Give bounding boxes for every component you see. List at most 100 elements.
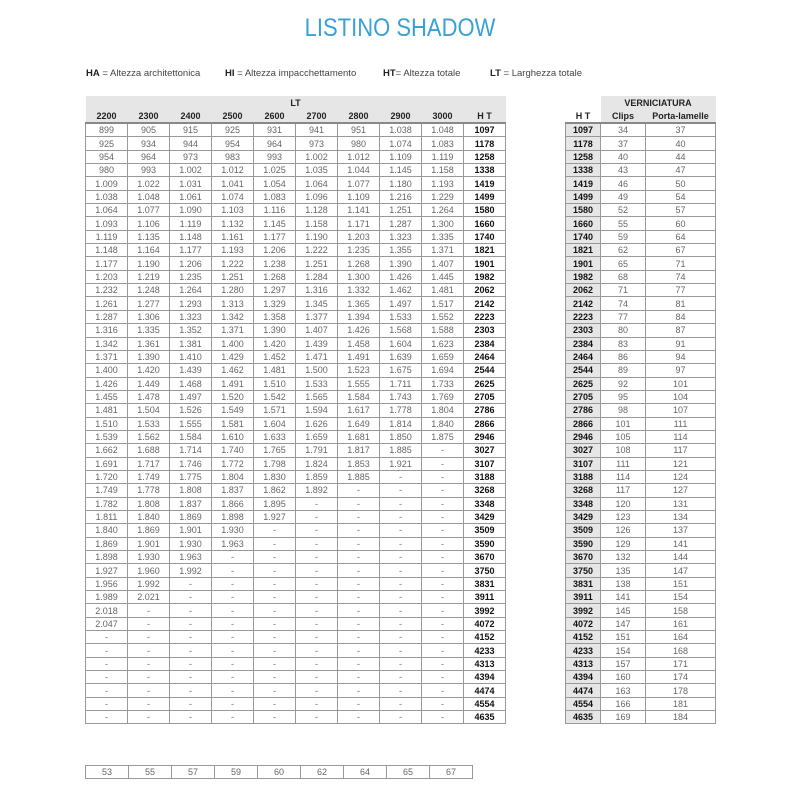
price-cell: 1.177 — [253, 229, 296, 245]
price-cell: - — [337, 670, 380, 685]
clips-cell: 65 — [600, 256, 646, 271]
price-cell: - — [127, 603, 170, 618]
table-row: 2223 77 84 — [565, 309, 716, 325]
price-cell: 1.222 — [211, 256, 254, 271]
ht-cell: 3670 — [462, 549, 507, 565]
ht-cell: 2786 — [462, 403, 507, 418]
price-cell: - — [295, 576, 338, 592]
price-cell: - — [379, 603, 422, 618]
porta-lamelle-cell: 97 — [645, 363, 716, 378]
table-row: 2062 71 77 — [565, 283, 716, 298]
table-row: 1.232 1.248 1.264 1.280 1.297 1.316 1.332 1.462… — [85, 283, 507, 298]
table-row: 3348 120 131 — [565, 496, 716, 511]
porta-lamelle-cell: 168 — [645, 643, 716, 658]
price-cell: 1.335 — [127, 323, 170, 338]
table-row: 2705 95 104 — [565, 389, 716, 405]
price-cell: - — [85, 710, 128, 725]
price-cell: - — [295, 710, 338, 725]
price-cell: - — [295, 696, 338, 712]
price-cell: 1.371 — [85, 349, 128, 365]
price-cell: 1.002 — [169, 163, 212, 178]
price-cell: - — [337, 523, 380, 538]
price-cell: - — [337, 683, 380, 698]
ht-cell: 2946 — [565, 429, 601, 445]
ht-cell: 2866 — [565, 416, 601, 431]
column-header: 2400 — [169, 109, 212, 123]
price-cell: - — [253, 683, 296, 698]
clips-cell: 55 — [600, 216, 646, 231]
ht-cell: 3831 — [462, 576, 507, 592]
price-cell: 1.458 — [337, 336, 380, 351]
price-cell: - — [421, 696, 464, 712]
price-cell: - — [337, 509, 380, 525]
price-cell: 1.452 — [253, 349, 296, 365]
price-cell: 993 — [127, 163, 170, 178]
price-cell: - — [211, 576, 254, 592]
table-row: 1.287 1.306 1.323 1.342 1.358 1.377 1.394 1.533… — [85, 309, 507, 325]
price-cell: 1.510 — [85, 416, 128, 431]
ht-cell: 3348 — [462, 496, 507, 511]
price-cell: 1.064 — [85, 203, 128, 218]
price-cell: 1.481 — [253, 363, 296, 378]
price-cell: 1.746 — [169, 456, 212, 471]
price-cell: 1.135 — [127, 229, 170, 245]
price-cell: 1.365 — [337, 296, 380, 311]
price-cell: 1.604 — [379, 336, 422, 351]
price-cell: 1.568 — [379, 323, 422, 338]
price-cell: 1.219 — [127, 269, 170, 285]
price-cell: 1.426 — [85, 376, 128, 391]
ht-cell: 3911 — [462, 590, 507, 605]
column-header: 2200 — [85, 109, 128, 123]
table-row: - - - - - - - - -4635 — [85, 710, 507, 725]
price-cell: - — [253, 630, 296, 645]
column-header: Clips — [600, 109, 646, 123]
table-row: 1.342 1.361 1.381 1.400 1.420 1.439 1.458 1.604… — [85, 336, 507, 351]
price-cell: 1.106 — [127, 216, 170, 231]
price-cell: - — [337, 536, 380, 552]
clips-cell: 132 — [600, 549, 646, 565]
ht-cell: 4072 — [462, 616, 507, 632]
price-cell: 1.164 — [127, 243, 170, 258]
ht-cell: 4635 — [565, 710, 601, 725]
price-cell: 905 — [127, 122, 170, 138]
price-cell: 1.439 — [295, 336, 338, 351]
price-cell: - — [379, 670, 422, 685]
ht-cell: 1338 — [462, 163, 507, 178]
price-cell: - — [379, 483, 422, 498]
porta-lamelle-cell: 67 — [645, 243, 716, 258]
price-cell: 1.148 — [169, 229, 212, 245]
price-cell: 1.659 — [421, 349, 464, 365]
price-cell: 1.300 — [337, 269, 380, 285]
price-cell: 1.533 — [379, 309, 422, 325]
price-cell: 1.297 — [253, 283, 296, 298]
price-cell: - — [421, 536, 464, 552]
clips-cell: 117 — [600, 483, 646, 498]
porta-lamelle-cell: 84 — [645, 309, 716, 325]
price-cell: 1.594 — [295, 403, 338, 418]
price-cell: - — [421, 549, 464, 565]
price-cell: 1.222 — [295, 243, 338, 258]
bottom-cell: 60 — [257, 765, 301, 779]
ht-cell: 2142 — [462, 296, 507, 311]
ht-cell: 1740 — [462, 229, 507, 245]
price-cell: - — [211, 683, 254, 698]
price-cell: 1.898 — [211, 509, 254, 525]
clips-cell: 80 — [600, 323, 646, 338]
price-cell: 1.238 — [253, 256, 296, 271]
bottom-cell: 57 — [171, 765, 215, 779]
clips-cell: 108 — [600, 443, 646, 458]
price-cell: - — [421, 483, 464, 498]
price-cell: - — [127, 696, 170, 712]
table-row: 1.691 1.717 1.746 1.772 1.798 1.824 1.853 1.921… — [85, 456, 507, 471]
price-cell: 1.533 — [127, 416, 170, 431]
price-cell: 1.455 — [85, 389, 128, 405]
price-cell: 1.061 — [169, 189, 212, 205]
ht-cell: 4394 — [462, 670, 507, 685]
price-cell: 1.555 — [169, 416, 212, 431]
price-cell: - — [379, 576, 422, 592]
price-cell: - — [169, 710, 212, 725]
column-header: 2300 — [127, 109, 170, 123]
price-cell: 1.190 — [127, 256, 170, 271]
price-cell: - — [253, 670, 296, 685]
price-cell: 1.837 — [169, 496, 212, 511]
